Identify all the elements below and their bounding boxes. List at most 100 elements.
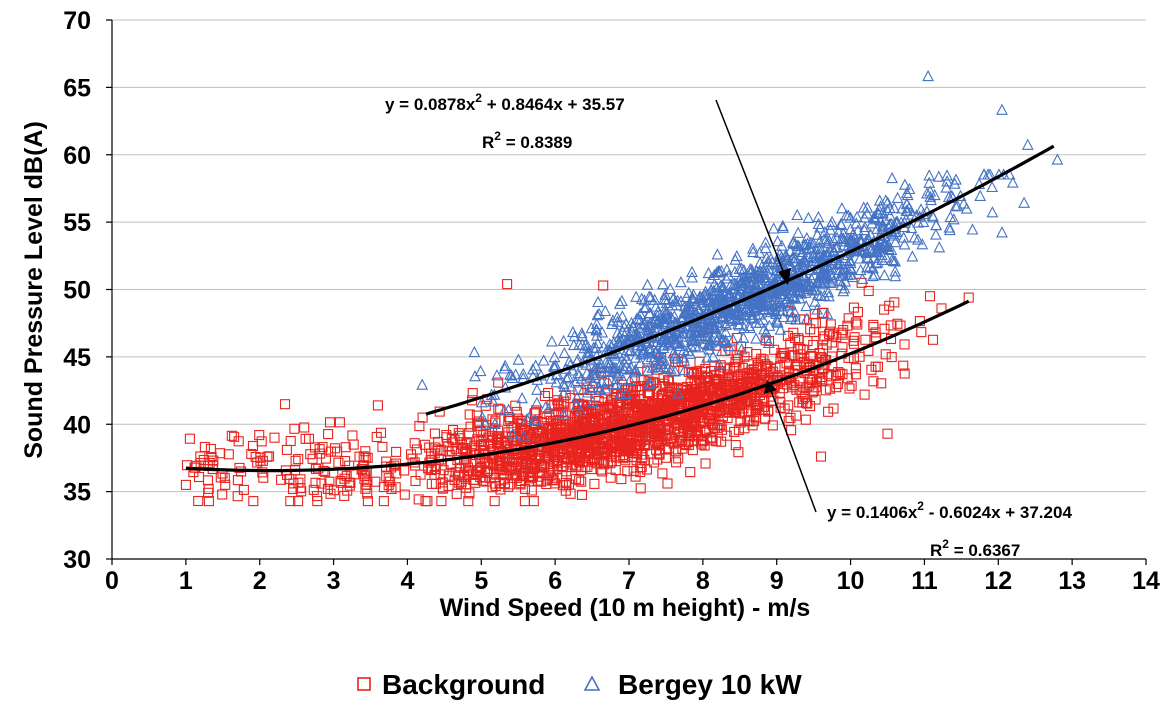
bergey-point (575, 372, 588, 384)
background-point (534, 455, 545, 466)
bergey-point (487, 395, 499, 407)
bergey-point (923, 176, 936, 188)
background-point (863, 285, 874, 297)
bergey-point (805, 236, 817, 248)
bergey-point (789, 313, 802, 325)
background-point (927, 334, 939, 345)
bergey-point (780, 293, 792, 305)
background-point (695, 437, 706, 448)
background-point (285, 496, 296, 507)
legend-marker-background (357, 677, 371, 691)
background-point (254, 430, 265, 441)
bergey-point (550, 369, 563, 381)
background-point (417, 412, 428, 423)
annotation-arrows (715, 99, 817, 513)
bergey-point (802, 282, 815, 294)
background-point (233, 436, 244, 447)
bergey-point (641, 364, 654, 376)
background-point (539, 390, 550, 402)
bergey-point (602, 356, 615, 368)
bergey-point (944, 210, 957, 223)
background-point (810, 382, 821, 393)
bergey-point (773, 248, 786, 260)
background-point (543, 387, 554, 399)
bergey-point (809, 295, 822, 307)
bergey-point (837, 232, 850, 244)
bergey-point (548, 351, 561, 363)
bergey-point (667, 292, 680, 304)
bergey-point (544, 372, 557, 384)
bergey-point (816, 266, 829, 278)
bergey-point (768, 288, 781, 300)
bergey-point (602, 361, 615, 373)
bergey-point (889, 236, 902, 248)
background-point (333, 457, 344, 468)
background-point (781, 358, 792, 369)
background-point (582, 461, 593, 472)
bergey-point (649, 314, 662, 327)
background-point (852, 306, 863, 318)
background-point (707, 435, 718, 446)
background-point (800, 414, 811, 425)
background-point (563, 479, 575, 490)
bergey-point (611, 366, 624, 378)
y-tick-label: 65 (63, 74, 91, 102)
background-point (636, 462, 647, 473)
background-point (430, 442, 441, 453)
bergey-point (868, 210, 881, 222)
bergey-point (763, 319, 776, 331)
background-point (767, 366, 779, 377)
bergey-point (615, 294, 628, 306)
bergey-point (760, 326, 773, 338)
background-point (818, 307, 829, 318)
background-point (882, 428, 893, 439)
background-point (530, 454, 542, 465)
bergey-point (702, 266, 715, 279)
bergey-point (732, 288, 745, 300)
bergey-point (725, 314, 738, 327)
bergey-point (891, 191, 904, 203)
bergey-point (659, 288, 672, 300)
bergey-point (606, 317, 618, 329)
legend-marker-bergey (583, 675, 601, 691)
bergey-point (719, 325, 732, 338)
background-point (823, 406, 834, 417)
background-point (837, 342, 848, 353)
bergey-point (879, 213, 891, 225)
background-point (203, 487, 214, 498)
background-point (856, 277, 867, 288)
bergey-point (730, 277, 742, 289)
bergey-point (693, 329, 706, 342)
bergey-point (550, 376, 563, 388)
bergey-point (506, 428, 519, 440)
background-point (399, 465, 410, 476)
background-point (612, 440, 623, 451)
bergey-point (616, 310, 629, 322)
background-point (614, 446, 625, 457)
bergey-point (714, 320, 727, 332)
background-point (184, 433, 195, 444)
bergey-point (842, 209, 855, 221)
bergey-point (634, 314, 647, 326)
background-point (884, 300, 895, 311)
background-point (885, 320, 896, 331)
background-point (628, 465, 639, 476)
background-point (561, 422, 572, 433)
background-point (850, 369, 861, 380)
background-point (681, 440, 692, 451)
bergey-point (599, 304, 612, 317)
bergey-point (591, 309, 604, 321)
bergey-point (759, 236, 772, 248)
background-point (572, 455, 584, 466)
x-tick-label: 14 (1132, 567, 1160, 595)
background-point (589, 414, 600, 425)
background-point (226, 430, 237, 441)
background-point (570, 473, 581, 484)
bergey-point (624, 373, 636, 386)
background-point (232, 475, 243, 486)
bergey-point (747, 267, 760, 279)
bergey-point (823, 235, 836, 247)
bergey-point (720, 272, 733, 284)
background-point (576, 476, 587, 487)
bergey-point (933, 241, 946, 253)
